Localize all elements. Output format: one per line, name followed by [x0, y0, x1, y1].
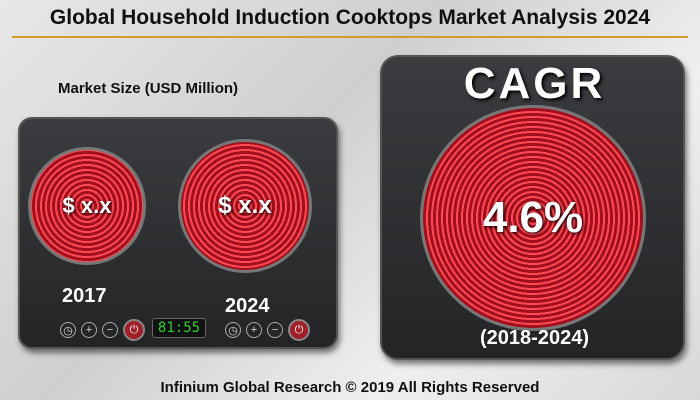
minus-icon: − [267, 322, 283, 338]
controls-left: ◷ + − ⏻ [60, 319, 145, 341]
cagr-period: (2018-2024) [480, 327, 589, 349]
timer-display: 81:55 [152, 318, 206, 338]
controls-right: ◷ + − ⏻ [225, 319, 310, 341]
market-size-label: Market Size (USD Million) [58, 80, 239, 97]
cagr-panel: CAGR 4.6% (2018-2024) [380, 55, 685, 360]
cagr-value: 4.6% [420, 105, 646, 331]
year-2024: 2024 [225, 295, 270, 317]
power-icon: ⏻ [123, 319, 145, 341]
cagr-label: CAGR [463, 59, 606, 108]
timer-icon: ◷ [225, 322, 241, 338]
title-divider [12, 36, 688, 38]
minus-icon: − [102, 322, 118, 338]
plus-icon: + [81, 322, 97, 338]
footer-copyright: Infinium Global Research © 2019 All Righ… [160, 379, 540, 396]
page-title: Global Household Induction Cooktops Mark… [49, 6, 651, 29]
power-icon: ⏻ [288, 319, 310, 341]
plus-icon: + [246, 322, 262, 338]
cooktop-panel: $ x.x $ x.x 2017 2024 ◷ + − ⏻ 81:55 ◷ + … [18, 117, 338, 349]
burner-2024: $ x.x [178, 139, 312, 273]
year-2017: 2017 [62, 285, 107, 307]
burner-2017: $ x.x [28, 147, 146, 265]
timer-icon: ◷ [60, 322, 76, 338]
